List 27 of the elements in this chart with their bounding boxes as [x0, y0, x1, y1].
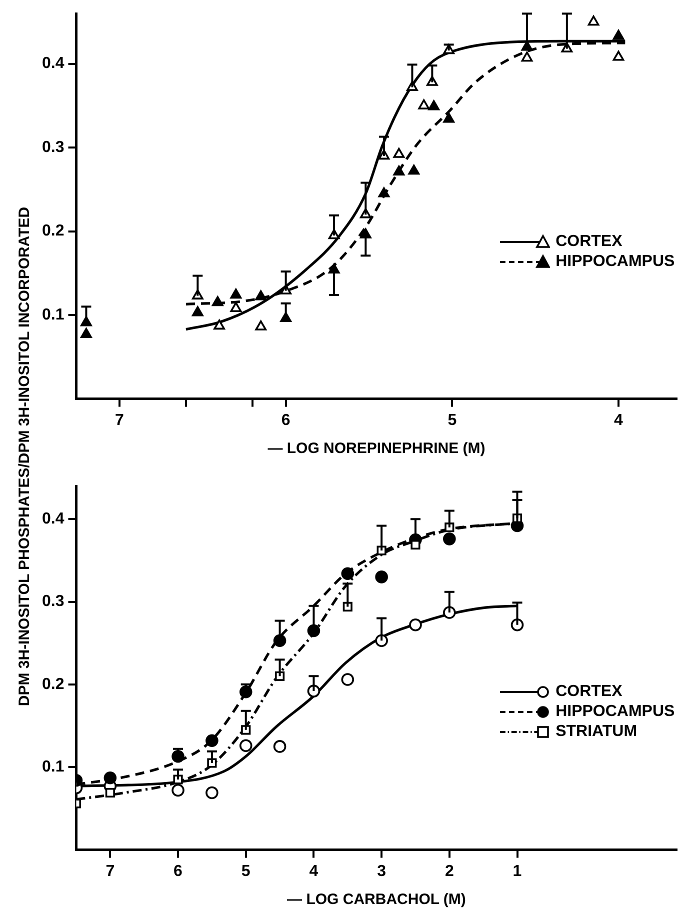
- legend-label: HIPPOCAMPUS: [556, 702, 675, 722]
- x-tick-label: 7: [106, 862, 115, 880]
- y-axis-title: DPM 3H-INOSITOL PHOSPHATES/DPM 3H-INOSITOL INCORPORATED: [15, 206, 34, 708]
- legend-label: HIPPOCAMPUS: [556, 252, 675, 272]
- y-tick-label: 0.1: [42, 306, 64, 324]
- x-tick-label: 2: [444, 862, 454, 880]
- legend-label: STRIATUM: [556, 722, 638, 742]
- x-tick-label: 4: [309, 862, 318, 880]
- y-tick-label: 0.2: [42, 676, 64, 693]
- x-tick-label: 3: [377, 862, 386, 880]
- y-tick-label: 0.4: [42, 55, 64, 72]
- x-tick-label: 6: [281, 412, 290, 429]
- y-tick-label: 0.2: [42, 222, 64, 240]
- legend-label: CORTEX: [556, 232, 622, 252]
- y-tick-label: 0.1: [42, 758, 64, 776]
- x-tick-label: 4: [614, 412, 624, 429]
- x-tick-label: 5: [448, 412, 457, 429]
- x-tick-label: 5: [241, 862, 250, 880]
- x-axis-title: — LOG NOREPINEPHRINE (M): [268, 440, 486, 458]
- x-tick-label: 6: [174, 862, 183, 880]
- x-tick-label: 1: [512, 862, 522, 880]
- legend-label: CORTEX: [556, 682, 622, 702]
- y-tick-label: 0.3: [42, 138, 64, 156]
- x-axis-title: — LOG CARBACHOL (M): [287, 891, 466, 908]
- y-tick-label: 0.3: [42, 593, 64, 610]
- x-tick-label: 7: [115, 412, 124, 429]
- y-tick-label: 0.4: [42, 510, 64, 528]
